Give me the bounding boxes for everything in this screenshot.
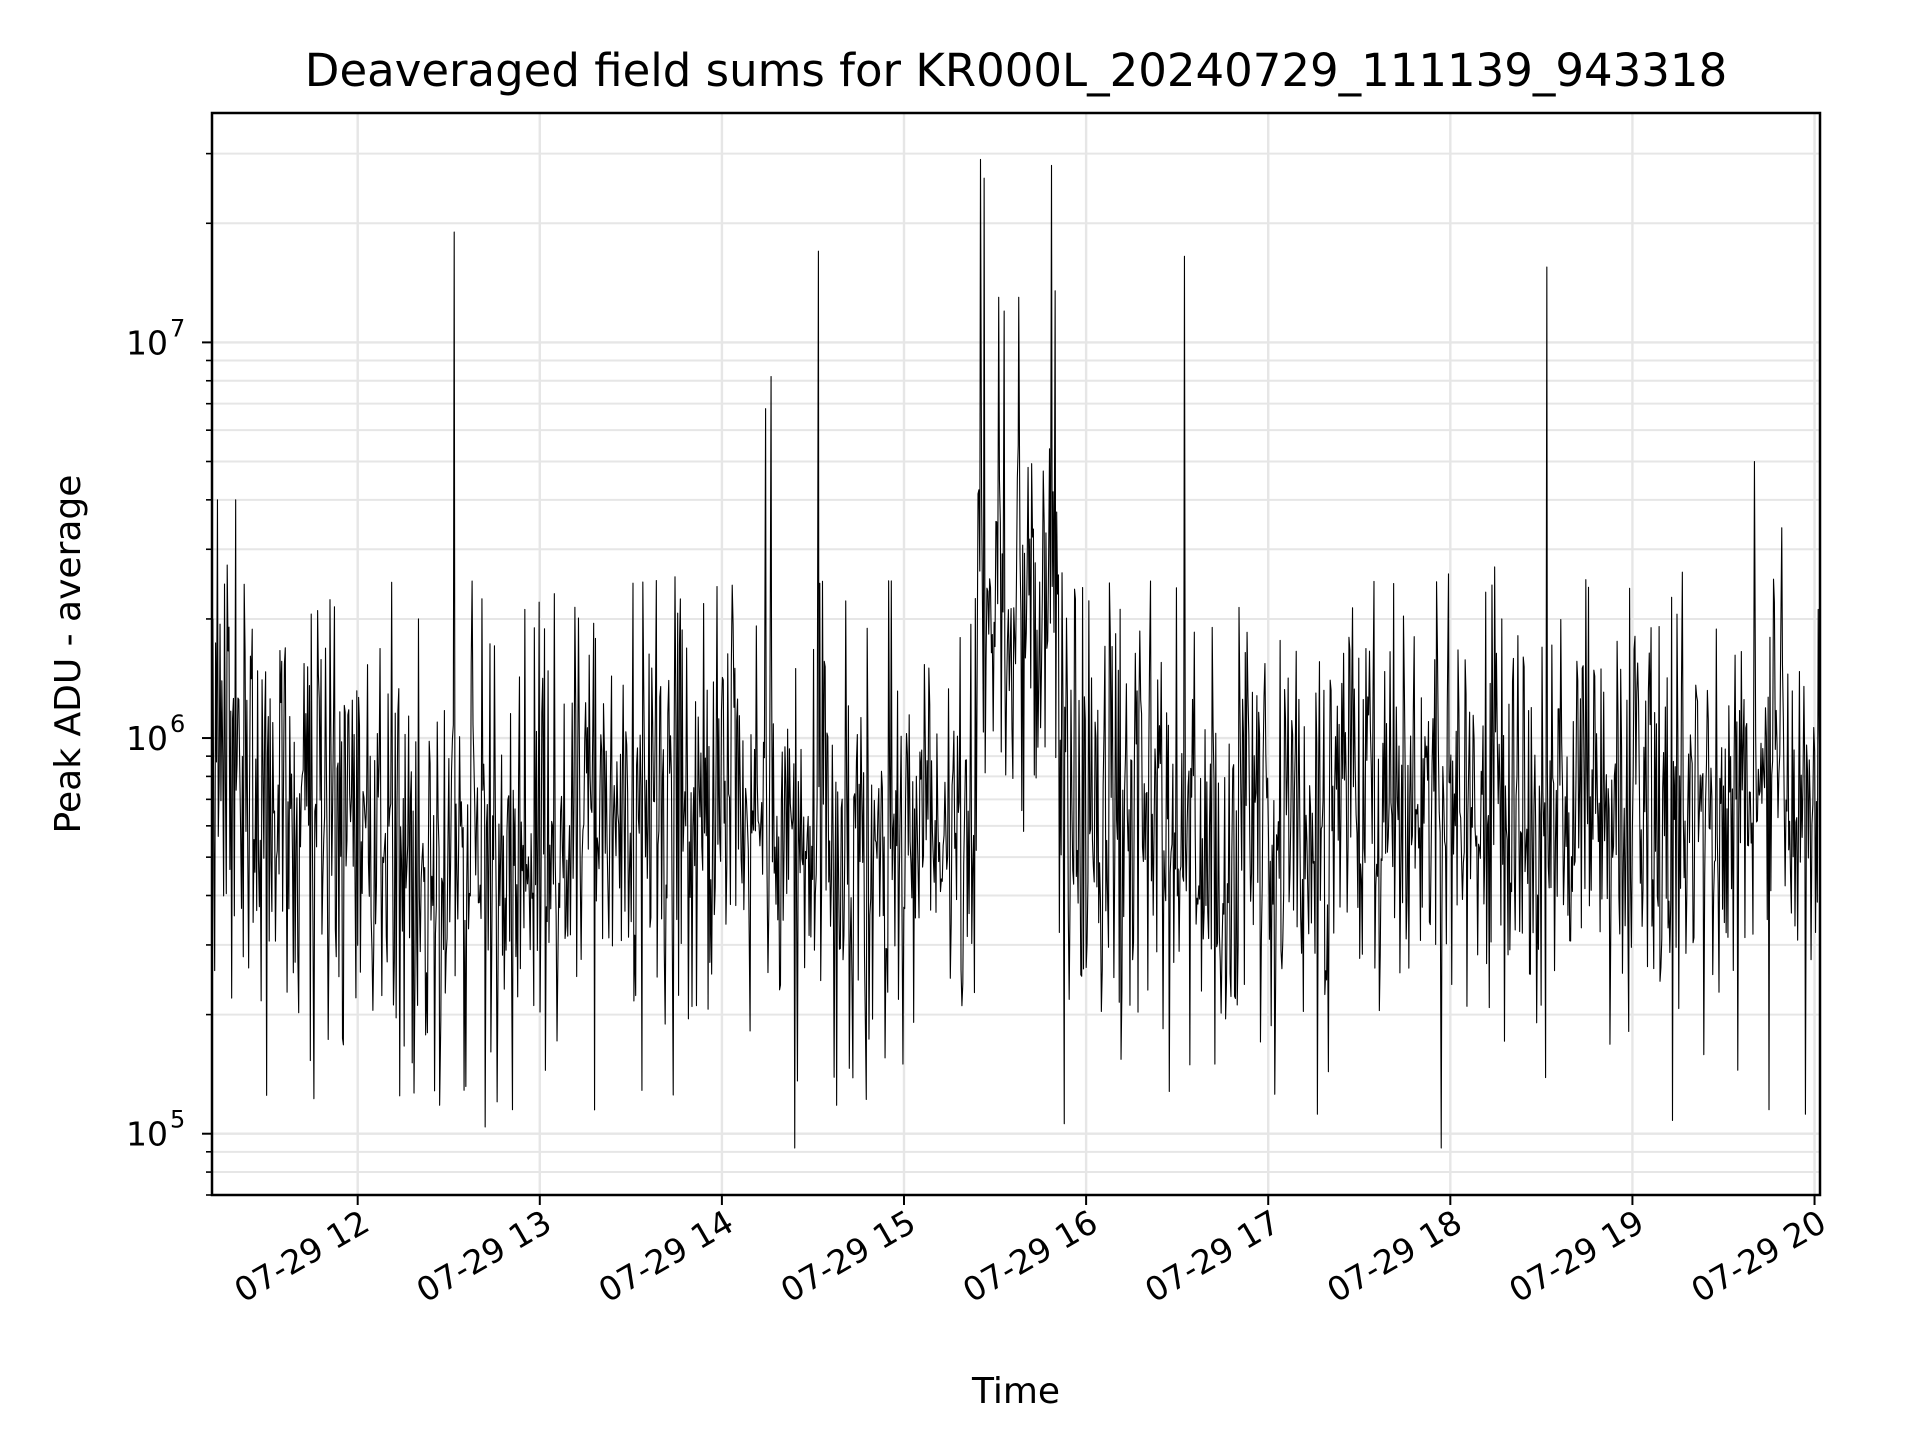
y-tick-exponent: 7	[170, 314, 185, 342]
y-tick-exponent: 5	[170, 1106, 185, 1134]
x-tick-label: 07-29 13	[410, 1202, 558, 1310]
y-tick-label: 10	[126, 323, 168, 362]
x-tick-label: 07-29 17	[1138, 1202, 1286, 1310]
x-tick-label: 07-29 19	[1502, 1202, 1650, 1310]
y-tick-label: 10	[126, 719, 168, 758]
y-axis-label: Peak ADU - average	[48, 475, 89, 834]
x-tick-label: 07-29 15	[774, 1202, 922, 1310]
chart-title: Deaveraged field sums for KR000L_2024072…	[305, 44, 1727, 97]
x-tick-label: 07-29 16	[956, 1202, 1104, 1310]
x-axis-ticks: 07-29 12 07-29 13 07-29 14 07-29 15 07-29 16…	[228, 1195, 1833, 1310]
x-tick-label: 07-29 14	[592, 1202, 740, 1310]
x-tick-label: 07-29 20	[1685, 1202, 1833, 1310]
y-tick-exponent: 6	[170, 710, 185, 738]
x-tick-label: 07-29 12	[228, 1202, 376, 1310]
x-tick-label: 07-29 18	[1320, 1202, 1468, 1310]
plot-area-frame	[210, 111, 1822, 1197]
data-series-line	[211, 158, 1821, 1149]
x-axis-label: Time	[971, 1371, 1060, 1412]
y-tick-label: 10	[126, 1115, 168, 1154]
